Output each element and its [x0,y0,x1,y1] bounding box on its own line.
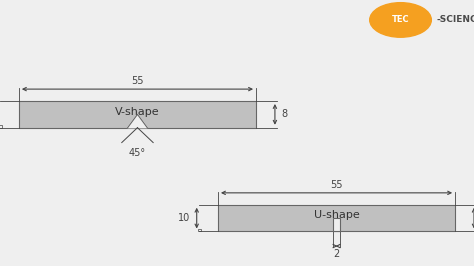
Polygon shape [128,114,147,128]
Text: 8: 8 [281,109,287,119]
Bar [0,125,2,128]
Bar [218,205,455,231]
Text: TEC: TEC [392,15,410,24]
Text: -SCIENCE: -SCIENCE [436,15,474,24]
Bar [19,101,256,128]
Bar [333,218,340,231]
Circle shape [370,3,431,37]
Text: 2: 2 [333,249,340,259]
Text: V-shape: V-shape [115,107,160,117]
Text: 55: 55 [330,180,343,190]
Text: 10: 10 [178,213,191,223]
Text: U-shape: U-shape [314,210,359,221]
Bar [198,229,201,231]
Text: 55: 55 [131,76,144,86]
Text: 45°: 45° [129,148,146,158]
